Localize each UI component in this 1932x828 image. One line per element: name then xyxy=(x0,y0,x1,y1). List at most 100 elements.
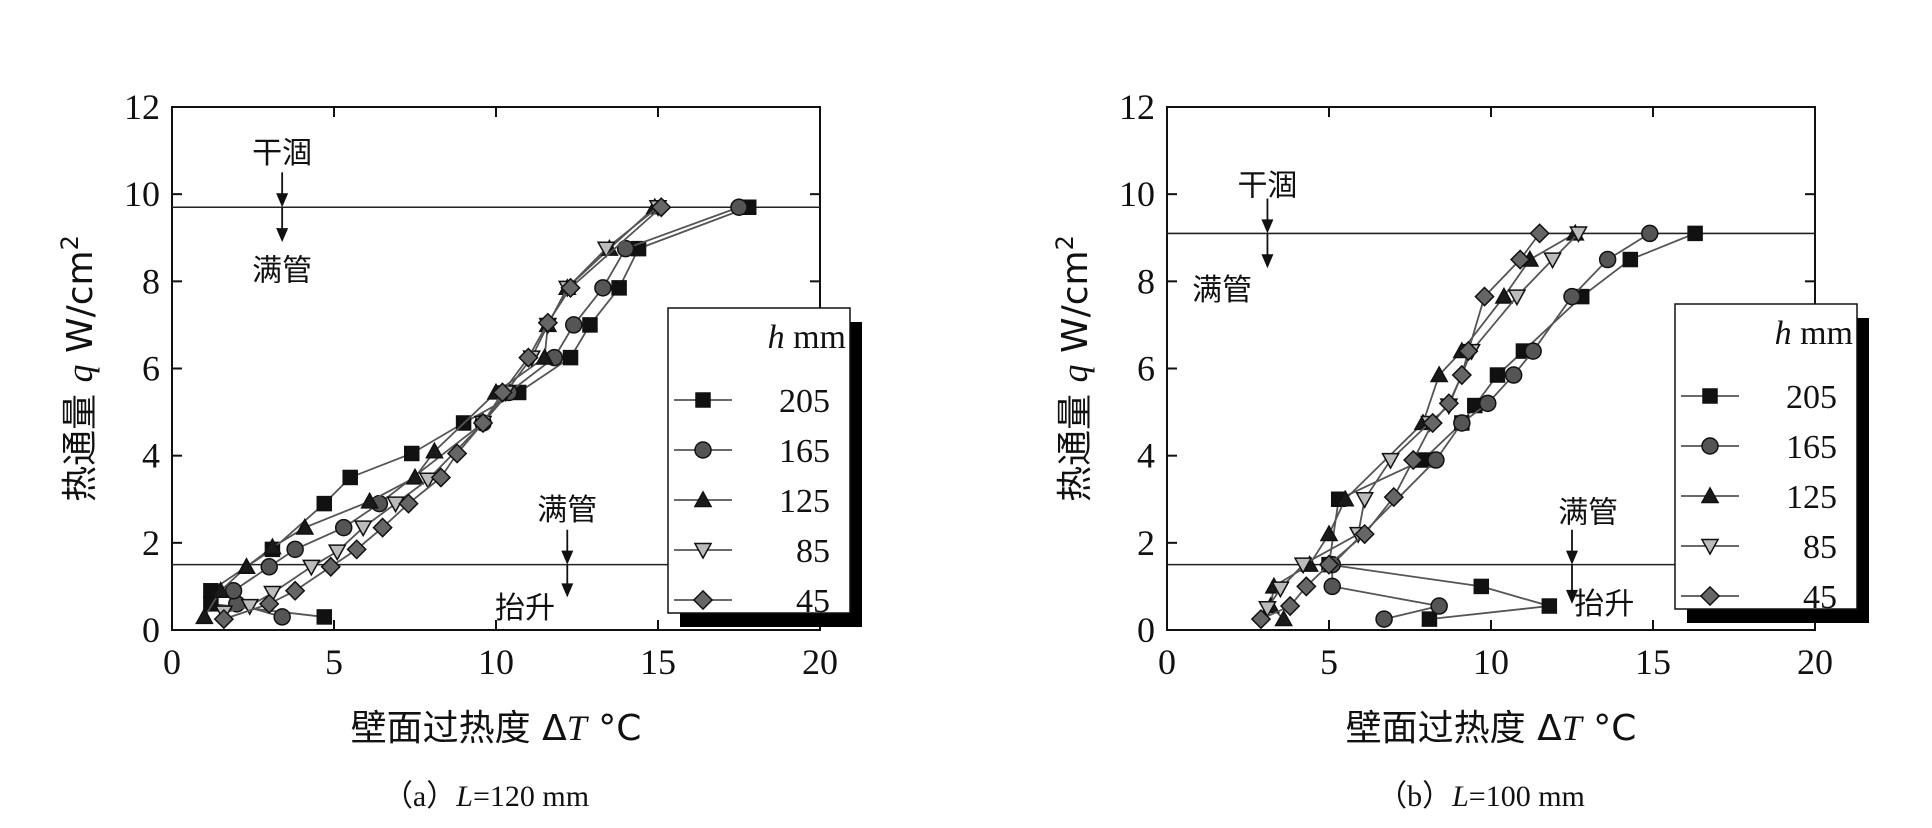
data-point xyxy=(346,539,367,560)
data-point xyxy=(342,469,358,486)
data-point xyxy=(1279,595,1301,617)
x-tick-label: 15 xyxy=(1635,642,1671,682)
data-point xyxy=(1271,581,1290,599)
data-point xyxy=(405,467,425,485)
data-point xyxy=(1381,452,1400,470)
data-point xyxy=(327,544,347,562)
data-point xyxy=(1274,609,1293,627)
data-point xyxy=(1355,492,1374,509)
y-axis-label-var: q xyxy=(1055,364,1095,382)
region-annotation: 满管 xyxy=(252,253,312,288)
data-point xyxy=(195,607,214,625)
region-annotation: 满管 xyxy=(537,493,597,528)
data-point xyxy=(565,316,583,334)
data-point xyxy=(425,441,444,459)
data-point xyxy=(1323,577,1341,596)
data-point xyxy=(1474,286,1495,307)
panel-caption: （a）L=120 mm xyxy=(383,780,589,813)
data-point xyxy=(560,277,581,299)
data-point xyxy=(472,412,494,434)
data-point xyxy=(582,317,598,333)
data-point xyxy=(1430,597,1448,615)
y-axis-label: 热通量 q W/cm2 xyxy=(56,235,101,502)
annotation-arrow-head xyxy=(1261,254,1274,269)
legend-marker xyxy=(694,441,712,459)
data-point xyxy=(316,495,333,512)
legend-marker xyxy=(1702,388,1718,404)
data-point xyxy=(398,493,419,514)
data-point xyxy=(1489,367,1506,383)
annotation-arrow-head xyxy=(561,583,574,598)
data-point xyxy=(295,517,315,535)
x-tick-label: 0 xyxy=(1158,642,1176,682)
y-axis-label-unit: W/cm xyxy=(1055,250,1096,364)
data-point xyxy=(518,347,539,368)
data-point xyxy=(1641,224,1659,243)
data-point xyxy=(1509,249,1531,270)
data-point xyxy=(1421,611,1438,627)
data-point xyxy=(1524,342,1542,360)
data-point xyxy=(1335,489,1355,507)
data-point xyxy=(1569,226,1588,243)
data-point xyxy=(1622,251,1639,268)
legend-marker xyxy=(692,589,714,611)
data-point xyxy=(360,491,379,509)
x-axis-label-text: 壁面过热度 Δ xyxy=(351,708,567,749)
legend: h mm 205 165 125 85 45 xyxy=(1674,303,1869,623)
data-point xyxy=(1258,601,1277,618)
legend-entry-label: 125 xyxy=(779,483,830,520)
x-axis-label-unit: °C xyxy=(587,708,642,749)
series-45 xyxy=(1250,223,1550,630)
legend-entry-label: 45 xyxy=(1803,579,1837,616)
data-point xyxy=(334,518,353,537)
x-axis-label: 壁面过热度 ΔT °C xyxy=(351,708,642,749)
y-tick-label: 4 xyxy=(142,436,160,476)
y-axis-label-text: 热通量 xyxy=(60,382,101,501)
legend-marker xyxy=(1699,585,1721,607)
y-tick-label: 4 xyxy=(1137,436,1155,476)
region-annotation: 抬升 xyxy=(495,591,555,626)
data-point xyxy=(1541,598,1558,614)
region-annotation: 干涸 xyxy=(1237,168,1297,203)
data-point xyxy=(263,537,282,555)
legend-title: h mm xyxy=(768,319,846,356)
legend-title-unit: mm xyxy=(1792,315,1853,352)
y-tick-label: 0 xyxy=(142,610,160,650)
caption-var: L xyxy=(1451,780,1469,813)
data-point xyxy=(430,467,452,488)
legend-marker xyxy=(693,490,713,508)
data-point xyxy=(1354,523,1375,545)
data-point xyxy=(273,608,291,626)
legend-marker xyxy=(1700,486,1720,504)
y-tick-label: 12 xyxy=(124,87,160,127)
data-point xyxy=(1494,286,1514,304)
y-axis-label: 热通量 q W/cm2 xyxy=(1051,235,1096,502)
legend-entry-label: 205 xyxy=(779,383,830,420)
caption-prefix: （b） xyxy=(1377,780,1452,813)
data-point xyxy=(1453,414,1471,432)
data-point xyxy=(611,280,627,296)
y-axis-label-sup: 2 xyxy=(1051,235,1079,250)
y-tick-label: 2 xyxy=(1137,523,1155,563)
legend-marker xyxy=(1701,437,1719,455)
annotation-arrow-head xyxy=(561,550,574,565)
data-point xyxy=(259,593,280,615)
data-point xyxy=(730,198,748,216)
legend-marker xyxy=(693,542,713,560)
region-annotation: 满管 xyxy=(1192,273,1252,308)
y-axis-label-sup: 2 xyxy=(56,235,84,250)
x-tick-label: 0 xyxy=(163,642,181,682)
series-165 xyxy=(1323,224,1659,628)
data-point xyxy=(1429,365,1449,383)
data-point xyxy=(1504,366,1523,384)
data-point xyxy=(562,349,579,366)
data-point xyxy=(1458,340,1479,362)
y-tick-label: 0 xyxy=(1137,610,1155,650)
x-tick-label: 5 xyxy=(1320,642,1338,682)
data-point xyxy=(1529,223,1550,244)
data-point xyxy=(286,540,304,559)
data-point xyxy=(1479,394,1497,413)
data-point xyxy=(1293,557,1313,575)
y-axis-label-var: q xyxy=(60,364,100,382)
